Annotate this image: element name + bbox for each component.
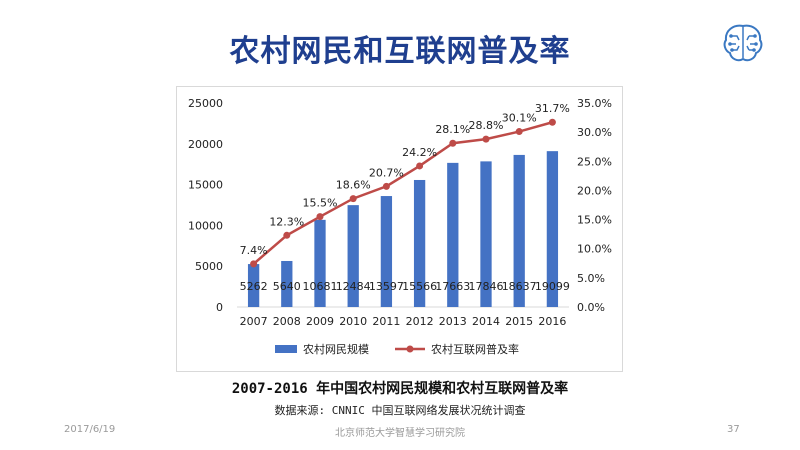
line-point [449, 139, 457, 147]
y-right-tick-label: 10.0% [577, 243, 612, 256]
chart-caption: 2007-2016 年中国农村网民规模和农村互联网普及率 [231, 381, 569, 397]
y-left-tick-label: 5000 [195, 260, 223, 273]
line-data-label: 20.7% [369, 166, 404, 179]
bar [281, 260, 293, 307]
data-source: 数据来源: CNNIC 中国互联网络发展状况统计调查 [274, 404, 526, 417]
brain-circuit-logo-icon [723, 24, 763, 62]
line-data-label: 24.2% [402, 146, 437, 159]
line-data-label: 7.4% [240, 244, 268, 257]
y-left-tick-label: 25000 [188, 97, 223, 110]
bar [447, 162, 459, 307]
line-point [382, 182, 390, 190]
bar [314, 219, 326, 307]
line-data-label: 31.7% [535, 102, 570, 115]
footer-organization: 北京师范大学智慧学习研究院 [335, 428, 465, 439]
bar-data-label: 18637 [502, 280, 537, 293]
line-data-label: 15.5% [303, 197, 338, 210]
x-tick-label: 2008 [273, 315, 301, 328]
y-right-tick-label: 20.0% [577, 184, 612, 197]
bar [513, 154, 525, 307]
bar-data-label: 12484 [336, 280, 371, 293]
legend-line-label: 农村互联网普及率 [431, 342, 519, 356]
y-left-tick-label: 0 [216, 301, 223, 314]
bar [247, 264, 260, 307]
bar [413, 179, 426, 307]
line-point [316, 213, 324, 221]
x-tick-label: 2011 [372, 315, 400, 328]
y-right-tick-label: 5.0% [577, 272, 605, 285]
bar-data-label: 5640 [273, 280, 301, 293]
bar-data-label: 17663 [435, 280, 470, 293]
x-tick-label: 2009 [306, 315, 334, 328]
bar [347, 205, 359, 307]
y-right-tick-label: 15.0% [577, 214, 612, 227]
x-tick-label: 2007 [240, 315, 268, 328]
y-right-tick-label: 30.0% [577, 126, 612, 139]
line-data-label: 12.3% [269, 215, 304, 228]
line-data-label: 18.6% [336, 179, 371, 192]
combo-chart: 0 5000 10000 15000 20000 25000 0.0% 5.0% 10.0% 15… [188, 97, 612, 356]
x-tick-label: 2010 [339, 315, 367, 328]
chart-frame: 0 5000 10000 15000 20000 25000 0.0% 5.0% 10.0% 15… [176, 86, 623, 372]
x-tick-label: 2013 [439, 315, 467, 328]
bar [480, 161, 492, 307]
line-point [416, 162, 424, 170]
line-point [250, 260, 258, 268]
bar-data-label: 10681 [303, 280, 338, 293]
bar-data-label: 15566 [402, 280, 437, 293]
x-tick-label: 2014 [472, 315, 500, 328]
legend-bar-label: 农村网民规模 [303, 342, 369, 356]
bar-data-label: 5262 [240, 280, 268, 293]
line-data-label: 28.8% [469, 119, 504, 132]
line-data-label: 30.1% [502, 112, 537, 125]
bar [546, 151, 559, 307]
y-right-tick-label: 35.0% [577, 97, 612, 110]
legend-line-marker [406, 345, 414, 353]
page-number: 37 [727, 424, 740, 435]
y-left-tick-label: 10000 [188, 219, 223, 232]
y-left-tick-label: 20000 [188, 138, 223, 151]
bar-data-label: 17846 [469, 280, 504, 293]
bar [380, 196, 393, 307]
line-point [548, 118, 556, 126]
x-tick-label: 2012 [406, 315, 434, 328]
bar-data-label: 19099 [535, 280, 570, 293]
legend-bar-swatch [275, 345, 297, 353]
line-point [349, 195, 357, 203]
bar-data-label: 13597 [369, 280, 404, 293]
y-left-tick-label: 15000 [188, 179, 223, 192]
x-tick-label: 2015 [505, 315, 533, 328]
x-tick-label: 2016 [538, 315, 566, 328]
y-right-tick-label: 25.0% [577, 155, 612, 168]
line-point [482, 135, 490, 143]
y-right-tick-label: 0.0% [577, 301, 605, 314]
line-series-path [252, 121, 553, 265]
footer-date: 2017/6/19 [64, 424, 116, 435]
line-data-label: 28.1% [435, 123, 470, 136]
line-point [283, 231, 291, 239]
slide-title: 农村网民和互联网普及率 [229, 34, 571, 69]
line-point [515, 128, 523, 136]
